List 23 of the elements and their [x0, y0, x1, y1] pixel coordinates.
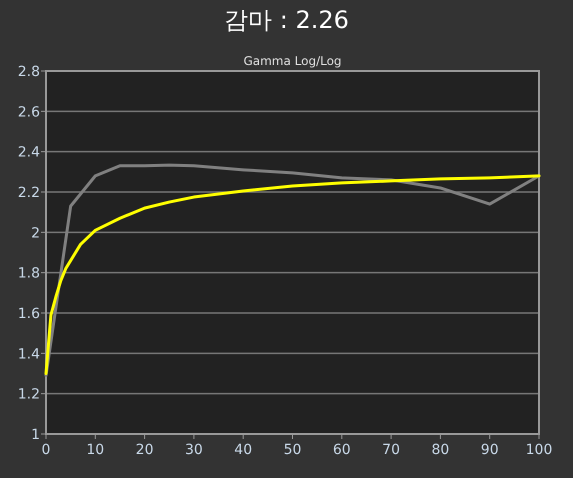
- x-tick-label: 20: [136, 442, 154, 458]
- chart-subtitle: Gamma Log/Log: [243, 54, 342, 68]
- x-tick-label: 70: [382, 442, 400, 458]
- x-tick-label: 50: [284, 442, 302, 458]
- y-tick-label: 2.2: [18, 185, 40, 201]
- x-tick-label: 30: [184, 442, 203, 458]
- y-tick-label: 2.8: [18, 64, 40, 80]
- y-tick-label: 2.6: [18, 104, 40, 120]
- x-tick-label: 90: [480, 442, 499, 458]
- y-tick-label: 1.6: [18, 306, 40, 322]
- x-tick-label: 100: [526, 442, 552, 458]
- y-tick-label: 2: [31, 225, 40, 242]
- x-tick-label: 80: [431, 442, 450, 458]
- x-tick-label: 10: [86, 442, 104, 458]
- x-tick-label: 60: [332, 442, 351, 458]
- x-tick-label: 40: [234, 442, 252, 458]
- y-tick-label: 1.2: [18, 386, 40, 403]
- y-tick-label: 1: [31, 427, 40, 443]
- y-tick-label: 2.4: [18, 144, 40, 161]
- y-tick-label: 1.8: [18, 266, 40, 282]
- x-tick-label: 0: [42, 442, 50, 458]
- y-tick-label: 1.4: [18, 346, 40, 362]
- chart-title: 감마 : 2.26: [224, 6, 349, 34]
